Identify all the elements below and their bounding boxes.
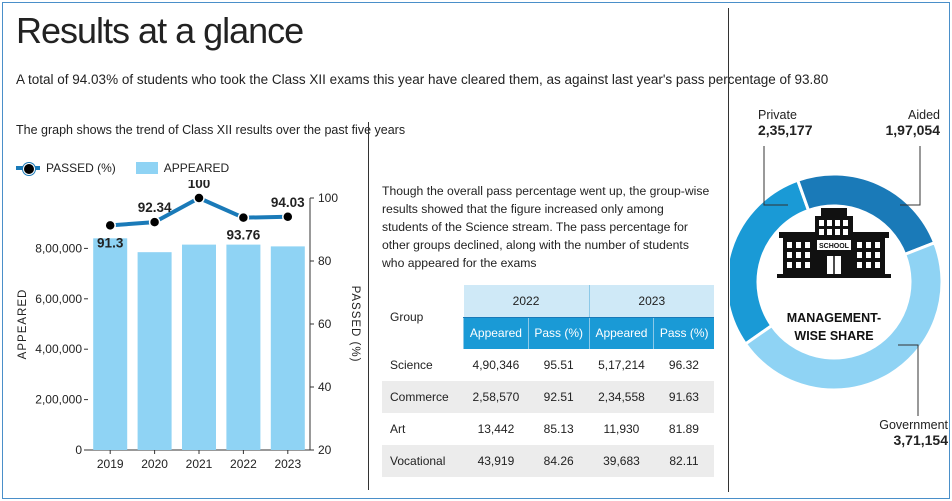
- y-tick-label: 4,00,000: [35, 342, 82, 356]
- appeared-bar: [137, 252, 172, 450]
- table-cell: 95.51: [543, 358, 574, 372]
- table-cell-group: Art: [390, 422, 406, 436]
- chart-subtitle: The graph shows the trend of Class XII r…: [16, 123, 406, 137]
- private-value: 2,35,177: [758, 122, 813, 138]
- passed-value-label: 91.3: [97, 235, 124, 250]
- passed-value-label: 93.76: [227, 228, 261, 243]
- table-header-group: Group: [382, 285, 464, 349]
- table-cell: 96.32: [668, 358, 699, 372]
- table-cell: 43,919: [463, 445, 529, 477]
- legend-appeared-label: APPEARED: [163, 161, 230, 175]
- y-tick-label: 8,00,000: [35, 241, 82, 255]
- private-name: Private: [758, 108, 797, 122]
- aided-name: Aided: [908, 108, 940, 122]
- appeared-legend-icon: [135, 162, 158, 174]
- table-row: Commerce 2,58,570 92.51 2,34,558 91.63: [382, 381, 714, 413]
- government-label: Government 3,71,154: [848, 418, 948, 448]
- y2-tick-label: 100: [318, 191, 338, 205]
- donut-title-line2: WISE SHARE: [794, 329, 873, 343]
- legend-passed-label: PASSED (%): [46, 161, 116, 175]
- donut-slice-government: [743, 240, 944, 392]
- y-tick-label: 2,00,000: [35, 393, 82, 407]
- government-value: 3,71,154: [893, 432, 949, 448]
- x-tick-label: 2023: [274, 457, 301, 471]
- y2-tick-label: 20: [318, 443, 332, 457]
- x-tick-label: 2021: [186, 457, 213, 471]
- passed-legend-icon: [16, 161, 40, 175]
- table-header-appeared: Appeared: [588, 317, 654, 349]
- x-tick-label: 2019: [97, 457, 124, 471]
- table-row: Art 13,442 85.13 11,930 81.89: [382, 413, 714, 445]
- aided-label: Aided 1,97,054: [870, 108, 941, 138]
- table-header-year: 2022: [463, 285, 590, 318]
- passed-point: [282, 211, 294, 223]
- passed-point: [148, 216, 161, 228]
- table-cell: 81.89: [668, 422, 699, 436]
- table-header-pass: Pass (%): [527, 317, 590, 349]
- table-cell: 5,17,214: [598, 358, 645, 372]
- table-header-pass: Pass (%): [653, 317, 714, 349]
- y-tick-label: 6,00,000: [35, 292, 82, 306]
- management-donut-chart: SCHOOL MANAGEMENT- WISE SHARE: [724, 146, 944, 416]
- y2-tick-label: 40: [318, 380, 332, 394]
- chart-legend: PASSED (%) APPEARED: [16, 161, 229, 175]
- table-cell-group: Science: [390, 358, 433, 372]
- table-cell: 4,90,346: [472, 358, 520, 372]
- page-title: Results at a glance: [16, 10, 304, 51]
- table-cell-group: Vocational: [382, 445, 464, 477]
- lead-text: A total of 94.03% of students who took t…: [16, 72, 829, 87]
- divider-left: [368, 122, 369, 490]
- aided-leader-line: [900, 146, 921, 206]
- results-trend-chart: 0 2,00,000 4,00,000 6,00,000 8,00,000 20 40 60 8…: [17, 180, 361, 471]
- table-cell: 84.26: [528, 445, 590, 477]
- passed-point: [193, 192, 205, 204]
- private-label: Private 2,35,177: [758, 108, 813, 138]
- passed-value-label: 94.03: [271, 195, 305, 210]
- table-cell-group: Commerce: [382, 381, 464, 413]
- y-tick-label: 0: [75, 443, 82, 457]
- y2-axis-title: PASSED (%): [349, 286, 361, 363]
- y2-tick-label: 60: [318, 317, 332, 331]
- government-leader-line: [898, 344, 919, 416]
- school-building-icon: SCHOOL: [777, 208, 891, 278]
- table-cell: 39,683: [589, 445, 654, 477]
- donut-title-line1: MANAGEMENT-: [787, 311, 881, 325]
- y2-tick-label: 80: [318, 254, 332, 268]
- table-cell: 92.51: [528, 381, 590, 413]
- table-header-year: 2023: [588, 285, 714, 318]
- table-cell: 85.13: [543, 422, 574, 436]
- passed-value-label: 92.34: [138, 200, 172, 215]
- table-row: Science 4,90,346 95.51 5,17,214 96.32: [382, 349, 714, 381]
- school-sign-text: SCHOOL: [819, 243, 850, 250]
- y-axis-title: APPEARED: [17, 289, 29, 360]
- group-results-text: Though the overall pass percentage went …: [382, 184, 710, 270]
- government-name: Government: [879, 418, 948, 432]
- appeared-bar: [226, 244, 261, 450]
- x-tick-label: 2020: [141, 457, 168, 471]
- passed-point: [237, 211, 250, 224]
- appeared-bar: [270, 246, 305, 450]
- table-cell: 82.11: [653, 445, 714, 477]
- appeared-bar: [182, 244, 216, 450]
- appeared-bar: [93, 238, 128, 450]
- table-cell: 2,34,558: [589, 381, 654, 413]
- passed-point: [104, 219, 116, 232]
- table-cell: 11,930: [603, 422, 640, 436]
- aided-value: 1,97,054: [885, 122, 941, 138]
- divider-right: [728, 8, 729, 492]
- group-results-table: Group 2022 2023 Appeared Pass (%) Appear…: [382, 285, 714, 477]
- table-cell: 91.63: [653, 381, 714, 413]
- table-row: Vocational 43,919 84.26 39,683 82.11: [382, 445, 714, 477]
- table-cell: 13,442: [477, 422, 515, 436]
- table-cell: 2,58,570: [463, 381, 529, 413]
- passed-value-label: 100: [188, 180, 211, 191]
- management-share-panel: SCHOOL MANAGEMENT- WISE SHARE Private 2,35…: [724, 0, 952, 501]
- table-header-appeared: Appeared: [463, 317, 529, 349]
- private-leader-line: [763, 146, 788, 206]
- x-tick-label: 2022: [230, 457, 257, 471]
